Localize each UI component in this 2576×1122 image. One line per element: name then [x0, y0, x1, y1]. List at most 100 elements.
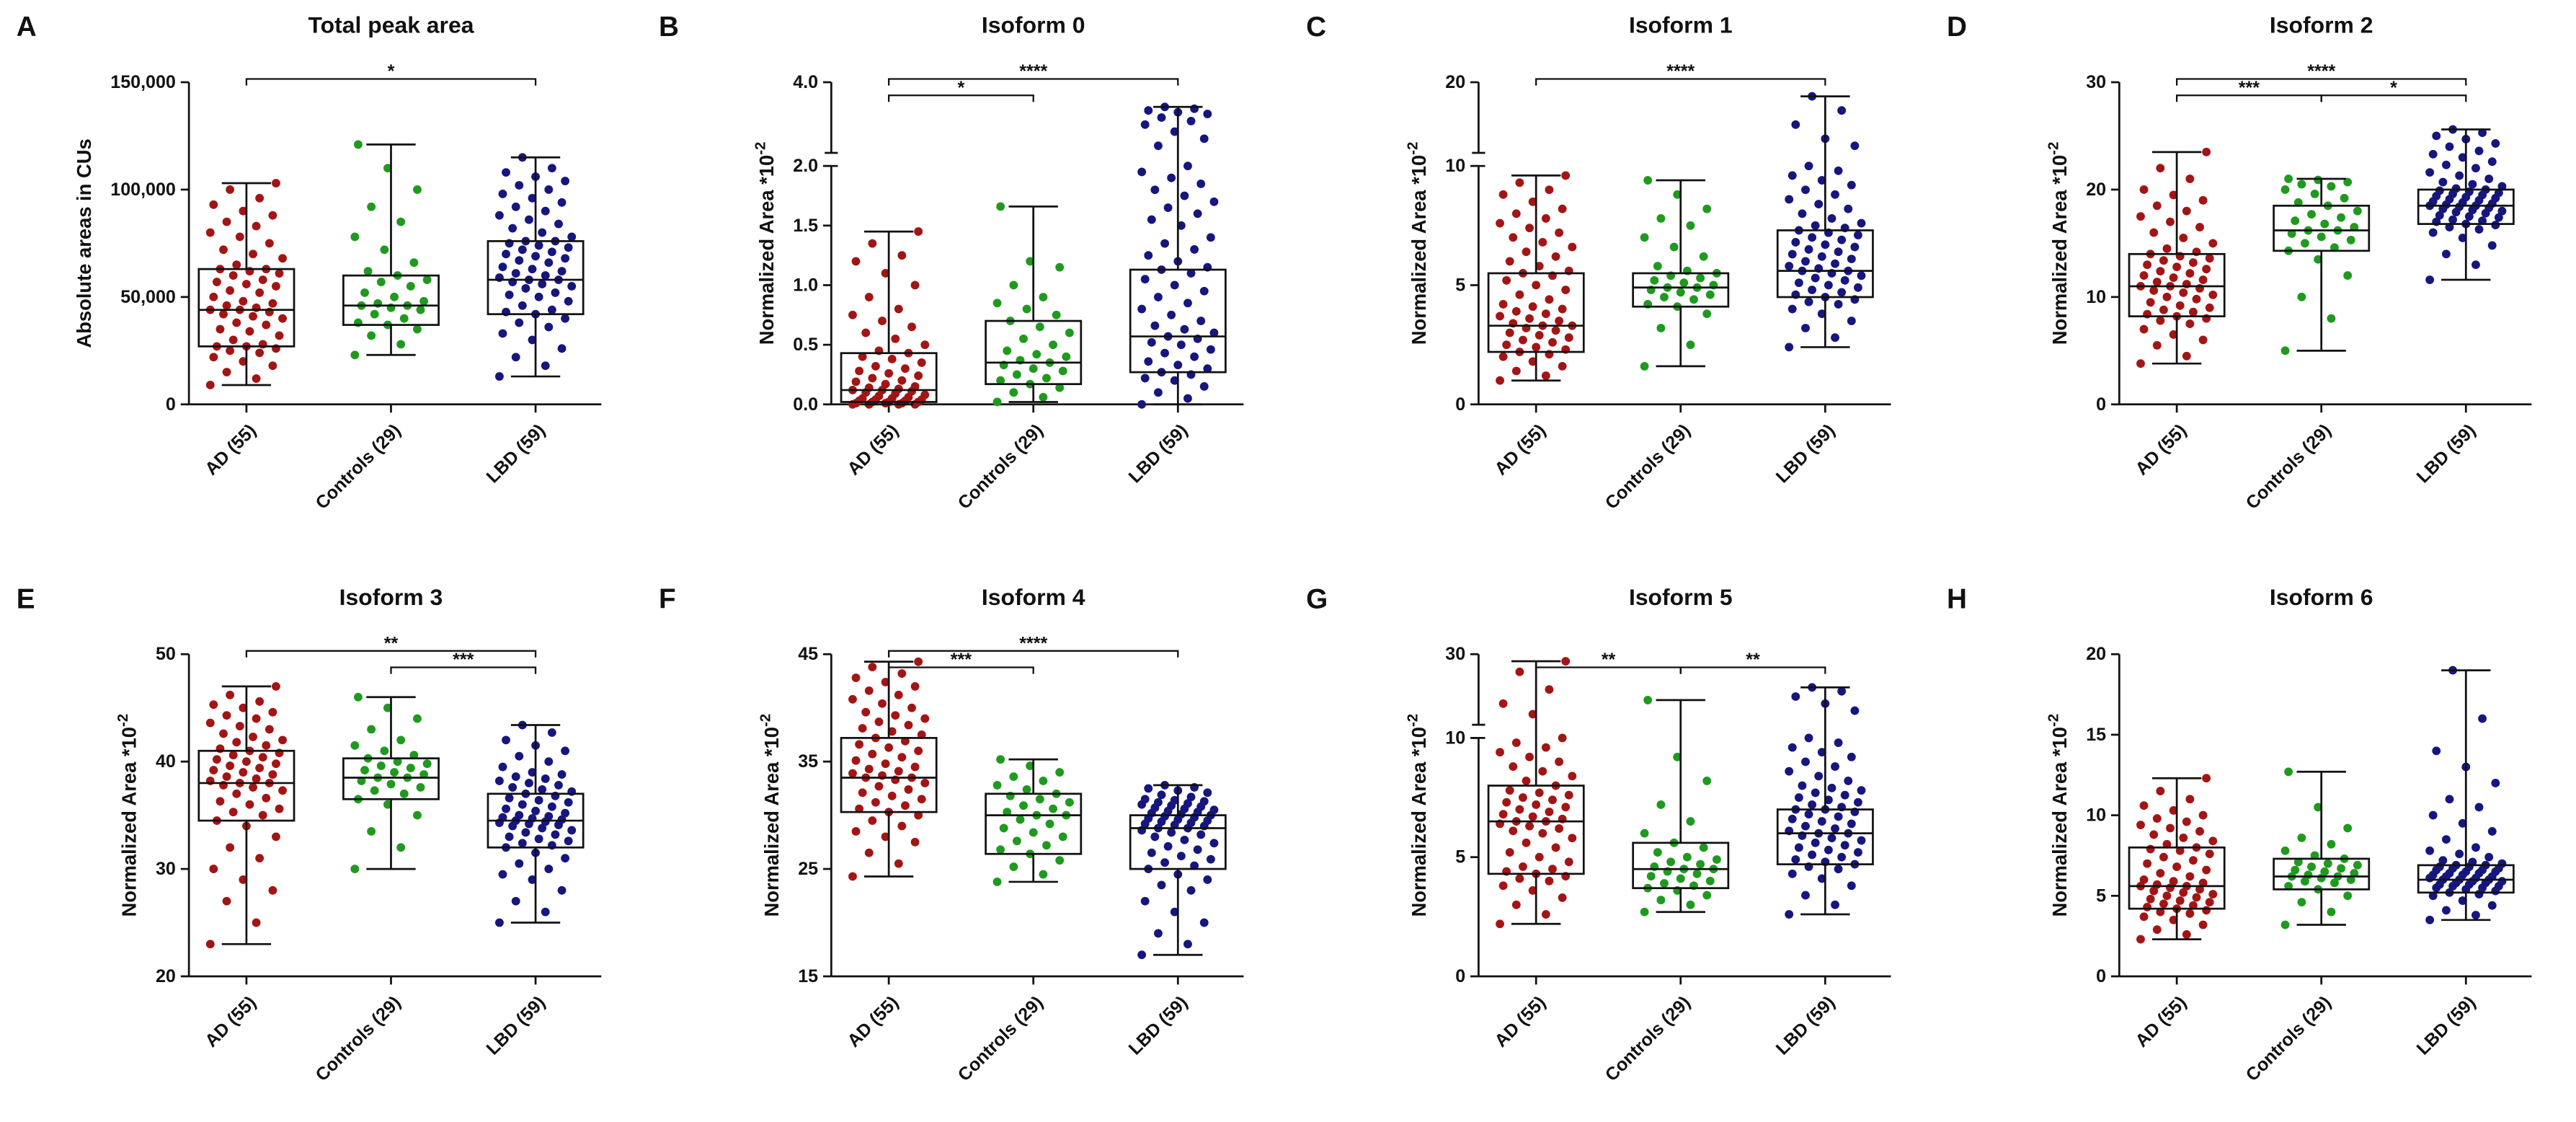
- panel-letter: B: [659, 12, 679, 43]
- data-point: [861, 707, 871, 717]
- data-point: [534, 292, 543, 301]
- data-point: [848, 694, 857, 704]
- data-point: [894, 690, 903, 699]
- data-point: [353, 692, 363, 702]
- data-point: [1196, 180, 1206, 188]
- data-point: [1798, 781, 1807, 790]
- data-point: [1199, 286, 1209, 296]
- data-point: [1555, 228, 1564, 237]
- data-point: [1535, 788, 1544, 798]
- data-point: [1850, 141, 1860, 151]
- x-tick-label: AD (55): [1491, 420, 1550, 480]
- x-tick-label: LBD (59): [2413, 420, 2480, 487]
- data-point: [887, 355, 897, 363]
- data-point: [1548, 795, 1557, 805]
- box: [1776, 808, 1874, 865]
- box: [197, 749, 296, 822]
- data-point: [528, 768, 537, 777]
- data-point: [2478, 128, 2487, 137]
- data-point: [505, 793, 514, 803]
- data-point: [1558, 893, 1567, 902]
- data-point: [2156, 869, 2165, 878]
- data-point: [538, 228, 547, 237]
- data-point: [1555, 824, 1564, 833]
- data-point: [1498, 699, 1508, 708]
- data-point: [1154, 929, 1163, 938]
- data-point: [1857, 836, 1866, 845]
- data-point: [894, 767, 903, 776]
- data-point: [2175, 846, 2185, 855]
- data-point: [1857, 786, 1866, 795]
- data-point: [1147, 215, 1156, 224]
- y-tick-label: 0: [2096, 966, 2106, 986]
- data-point: [2323, 859, 2332, 868]
- data-point: [2156, 907, 2165, 916]
- y-tick-label: 30: [156, 859, 176, 879]
- data-point: [1496, 312, 1504, 321]
- data-point: [2471, 843, 2480, 852]
- data-point: [2156, 787, 2165, 796]
- data-point: [2425, 275, 2435, 284]
- data-point: [1538, 238, 1547, 247]
- x-tick-label: Controls (29): [1602, 992, 1695, 1085]
- data-point: [2487, 157, 2497, 167]
- data-point: [1183, 162, 1192, 171]
- data-point: [544, 258, 554, 268]
- data-point: [1564, 790, 1573, 800]
- data-point: [1140, 275, 1150, 284]
- data-point: [2320, 219, 2329, 229]
- data-point: [2208, 890, 2218, 898]
- x-tick-label: LBD (59): [482, 420, 549, 487]
- data-point: [2284, 175, 2293, 183]
- data-point: [1686, 817, 1695, 826]
- box: [2273, 204, 2371, 252]
- data-point: [855, 366, 864, 376]
- data-point: [531, 806, 540, 816]
- data-point: [209, 766, 218, 774]
- data-point: [920, 714, 930, 723]
- data-point: [2293, 857, 2303, 867]
- data-point: [2143, 903, 2152, 911]
- data-point: [255, 764, 265, 773]
- data-point: [868, 816, 877, 825]
- data-point: [534, 241, 543, 250]
- data-point: [2464, 212, 2474, 221]
- data-point: [992, 397, 1002, 407]
- data-point: [1689, 295, 1698, 304]
- data-point: [1801, 757, 1810, 767]
- data-point: [561, 854, 570, 863]
- data-point: [1042, 841, 1051, 850]
- data-point: [228, 751, 238, 760]
- data-point: [494, 777, 504, 785]
- data-point: [1009, 772, 1018, 781]
- y-axis-label-text: Normalized Area *10: [1408, 155, 1430, 345]
- data-point: [1847, 317, 1856, 325]
- data-point: [878, 317, 887, 325]
- data-point: [1039, 392, 1048, 402]
- data-point: [258, 753, 267, 762]
- data-point: [534, 834, 543, 844]
- data-point: [1791, 238, 1800, 247]
- data-point: [1176, 852, 1186, 861]
- data-point: [541, 774, 550, 783]
- data-point: [272, 832, 280, 842]
- data-point: [1176, 221, 1186, 230]
- panel-letter: E: [17, 583, 35, 614]
- data-point: [851, 756, 861, 765]
- data-point: [1525, 314, 1534, 323]
- data-point: [262, 320, 271, 330]
- data-point: [1058, 366, 1067, 376]
- data-point: [1186, 116, 1196, 125]
- data-point: [498, 262, 507, 272]
- data-point: [528, 335, 537, 345]
- data-point: [910, 382, 920, 391]
- data-point: [1029, 828, 1038, 837]
- data-point: [2343, 177, 2353, 187]
- data-point: [350, 232, 360, 242]
- data-point: [370, 786, 379, 795]
- data-point: [239, 768, 248, 777]
- data-point: [1804, 162, 1813, 171]
- data-point: [268, 885, 277, 895]
- data-point: [1564, 333, 1573, 343]
- data-point: [2458, 234, 2467, 242]
